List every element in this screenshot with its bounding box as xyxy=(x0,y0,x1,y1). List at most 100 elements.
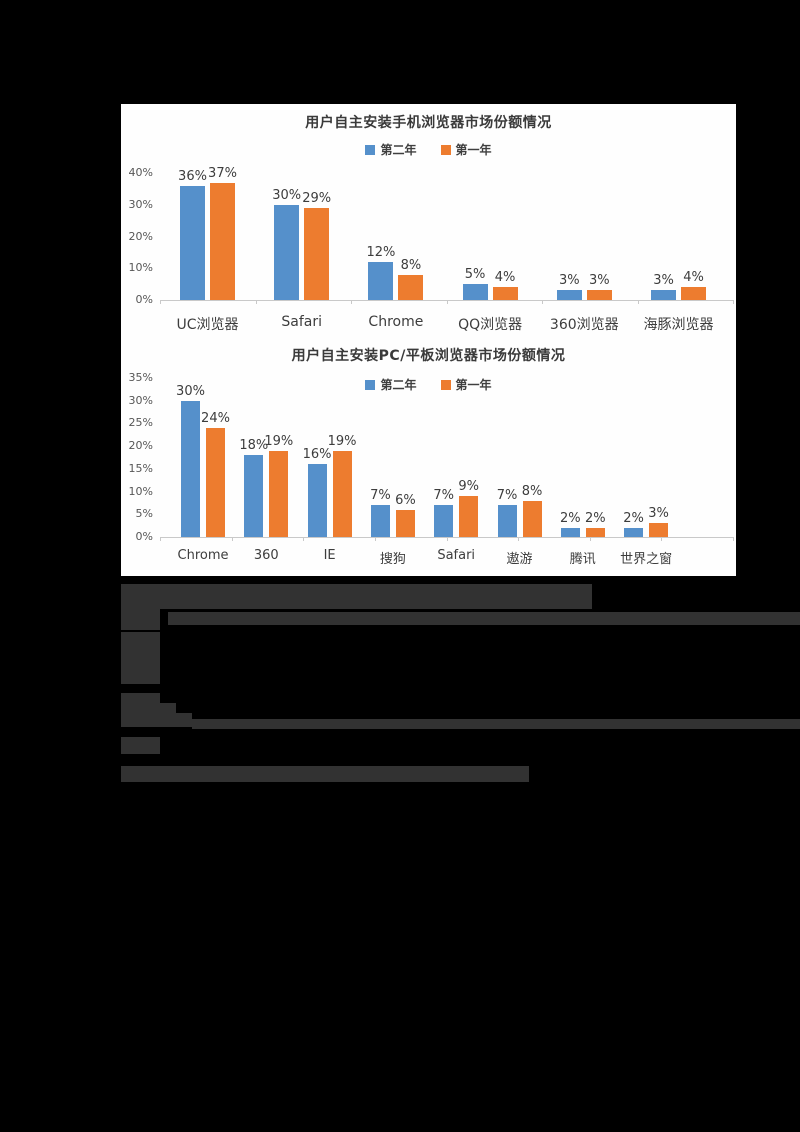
year1-legend-swatch-icon xyxy=(440,379,451,390)
bar-year1 xyxy=(210,182,235,300)
x-category-label: IE xyxy=(323,548,336,563)
x-category-label: 海豚浏览器 xyxy=(643,317,714,333)
y-tick-label: 10% xyxy=(128,484,153,498)
bar-value-label: 30% xyxy=(272,187,302,203)
x-axis-tick xyxy=(303,537,305,541)
bar-year1 xyxy=(395,509,415,537)
bar-value-label: 7% xyxy=(496,488,518,504)
bar-value-label: 3% xyxy=(648,506,669,522)
bar-value-label: 37% xyxy=(208,165,237,181)
x-axis-tick xyxy=(446,537,448,541)
bar-value-label: 3% xyxy=(653,273,674,289)
x-axis-tick xyxy=(160,537,161,541)
x-category-label: Safari xyxy=(437,548,476,563)
y-tick-label: 10% xyxy=(128,261,153,275)
y-tick-label: 25% xyxy=(128,416,153,430)
legend-item: 第一年 xyxy=(440,141,492,158)
legend-item: 第二年 xyxy=(365,376,417,393)
bar-value-label: 7% xyxy=(370,488,391,504)
year1-legend-swatch-icon xyxy=(440,144,451,155)
bar-year2 xyxy=(181,400,200,537)
bar-value-label: 6% xyxy=(395,492,416,508)
x-category-label: 遨游 xyxy=(506,552,533,567)
legend-label: 第二年 xyxy=(380,378,417,392)
bar-year1 xyxy=(586,290,612,300)
bar-value-label: 19% xyxy=(327,433,357,449)
bar-value-label: 30% xyxy=(176,383,205,399)
bar-value-label: 12% xyxy=(366,244,396,260)
bar-value-label: 2% xyxy=(623,510,644,526)
bar-year2 xyxy=(180,185,205,300)
bar-year1 xyxy=(492,287,518,300)
x-category-label: Safari xyxy=(281,314,322,330)
y-tick-label: 20% xyxy=(128,439,153,453)
x-axis-tick xyxy=(351,300,352,304)
chart-title: 用户自主安装手机浏览器市场份额情况 xyxy=(305,115,552,131)
redacted-text-block xyxy=(168,612,800,625)
bar-year2 xyxy=(274,204,300,300)
legend-label: 第二年 xyxy=(380,143,417,157)
bar-year1 xyxy=(649,523,669,537)
bar-year1 xyxy=(681,287,706,300)
bar-year1 xyxy=(398,274,424,300)
x-category-label: Chrome xyxy=(177,548,229,563)
redacted-text-block xyxy=(121,766,529,782)
bar-year2 xyxy=(368,261,394,300)
y-tick-label: 15% xyxy=(128,461,153,475)
bar-year2 xyxy=(624,527,644,537)
legend-item: 第一年 xyxy=(440,376,492,393)
redacted-text-block xyxy=(192,719,800,729)
x-category-label: 世界之窗 xyxy=(620,552,673,567)
chart-legend: 第二年 第一年 xyxy=(121,376,736,393)
x-axis-tick xyxy=(542,300,543,304)
bar-year1 xyxy=(269,450,289,537)
y-tick-label: 35% xyxy=(128,370,153,384)
bar-value-label: 2% xyxy=(559,510,581,526)
chart-legend: 第二年 第一年 xyxy=(121,141,736,158)
bar-value-label: 4% xyxy=(683,270,704,286)
bar-value-label: 3% xyxy=(588,273,610,289)
bar-value-label: 9% xyxy=(458,479,479,495)
x-category-label: 搜狗 xyxy=(379,552,406,567)
x-category-label: 360 xyxy=(253,548,279,563)
bar-value-label: 16% xyxy=(302,447,332,463)
x-category-label: UC浏览器 xyxy=(176,317,239,333)
bar-year2 xyxy=(556,290,582,300)
bar-year2 xyxy=(244,455,264,537)
legend-item: 第二年 xyxy=(365,141,417,158)
y-tick-label: 40% xyxy=(128,166,153,179)
bar-year1 xyxy=(206,427,225,537)
x-axis-tick xyxy=(637,300,639,304)
x-category-label: Chrome xyxy=(368,314,424,330)
chart-panel: 用户自主安装手机浏览器市场份额情况 第二年 第一年 0% 10% 20% 30% 40% 36%… xyxy=(121,104,736,576)
redacted-text-block xyxy=(121,584,592,609)
redacted-text-block xyxy=(121,737,160,754)
legend-label: 第一年 xyxy=(455,378,492,392)
redacted-text-block xyxy=(121,632,160,684)
redacted-text-block xyxy=(121,606,160,630)
bar-year1 xyxy=(522,500,542,537)
bar-year2 xyxy=(434,505,454,537)
bar-value-label: 4% xyxy=(494,270,516,286)
redacted-text-block xyxy=(160,703,176,727)
y-tick-label: 30% xyxy=(128,197,153,211)
bar-value-label: 8% xyxy=(521,483,543,499)
x-axis-tick xyxy=(733,300,734,304)
bar-value-label: 19% xyxy=(264,433,294,449)
bar-year2 xyxy=(307,464,327,537)
redacted-text-block xyxy=(176,713,192,727)
y-tick-label: 5% xyxy=(135,507,153,521)
bar-value-label: 18% xyxy=(239,438,269,454)
y-tick-label: 30% xyxy=(128,393,153,407)
bar-value-label: 7% xyxy=(433,488,454,504)
bar-value-label: 24% xyxy=(201,410,230,426)
x-axis-tick xyxy=(160,300,161,304)
bar-value-label: 2% xyxy=(584,510,606,526)
x-axis-tick xyxy=(589,537,591,541)
bar-year2 xyxy=(497,505,517,537)
x-axis-tick xyxy=(374,537,376,541)
x-axis-tick xyxy=(661,537,663,541)
x-category-label: 360浏览器 xyxy=(549,317,619,333)
x-category-label: QQ浏览器 xyxy=(458,317,523,333)
bar-value-label: 29% xyxy=(302,190,332,206)
